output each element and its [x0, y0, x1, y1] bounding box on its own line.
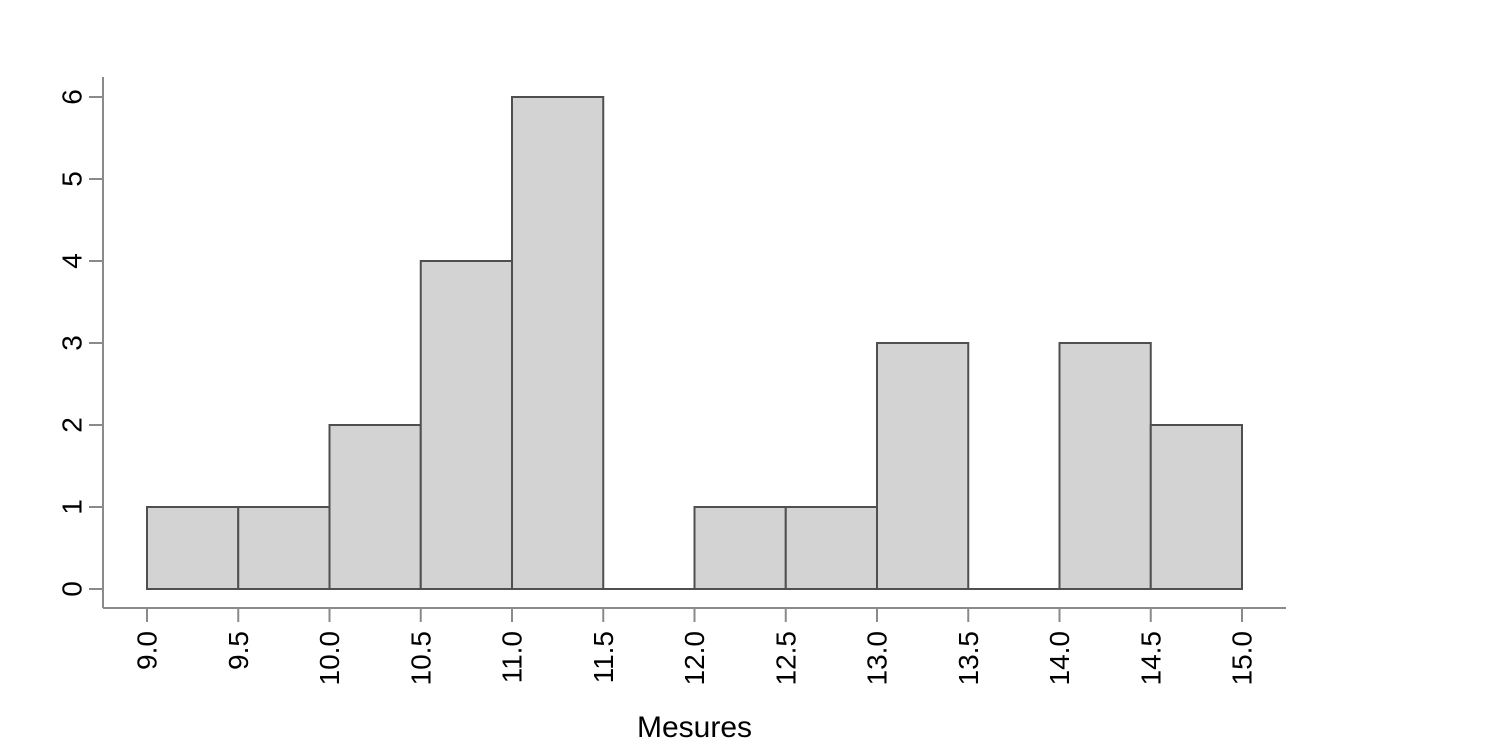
- histogram-bar: [419, 260, 513, 590]
- histogram-bar: [511, 96, 605, 590]
- histogram-bar: [237, 506, 331, 590]
- x-tick-label: 15.0: [1227, 631, 1258, 686]
- x-tick-label: 11.5: [588, 631, 619, 683]
- x-tick-label: 11.0: [497, 631, 528, 683]
- bars-layer: [146, 96, 1243, 590]
- histogram-bar: [1149, 424, 1243, 590]
- ticks-layer: [89, 96, 1243, 622]
- histogram-bar: [693, 506, 787, 590]
- y-tick-label: 2: [57, 417, 88, 433]
- histogram-bar: [146, 506, 240, 590]
- histogram-bar: [1058, 342, 1152, 590]
- x-tick-label: 12.5: [770, 631, 801, 686]
- y-tick-label: 3: [57, 335, 88, 351]
- x-axis-title: Mesures: [637, 711, 752, 744]
- histogram-bar: [784, 506, 878, 590]
- y-tick-label: 4: [57, 253, 88, 269]
- x-tick-label: 13.0: [862, 631, 893, 686]
- y-tick-label: 6: [57, 89, 88, 105]
- x-tick-label: 9.0: [132, 631, 163, 670]
- histogram-bar: [328, 424, 422, 590]
- tick-labels-layer: 0 1 2 3 4 5 6 9.0 9.5 10.0 10.5 11.0 11.5 12.0 12.5 13.…: [57, 89, 1258, 685]
- histogram-bar: [876, 342, 970, 590]
- y-tick-label: 1: [57, 499, 88, 515]
- y-tick-label: 5: [57, 171, 88, 187]
- x-tick-label: 14.0: [1044, 631, 1075, 686]
- x-tick-label: 12.0: [679, 631, 710, 686]
- x-tick-label: 13.5: [953, 631, 984, 686]
- x-tick-label: 10.0: [314, 631, 345, 686]
- x-tick-label: 14.5: [1135, 631, 1166, 686]
- x-tick-label: 10.5: [405, 631, 436, 686]
- y-tick-label: 0: [57, 581, 88, 597]
- x-tick-label: 9.5: [223, 631, 254, 670]
